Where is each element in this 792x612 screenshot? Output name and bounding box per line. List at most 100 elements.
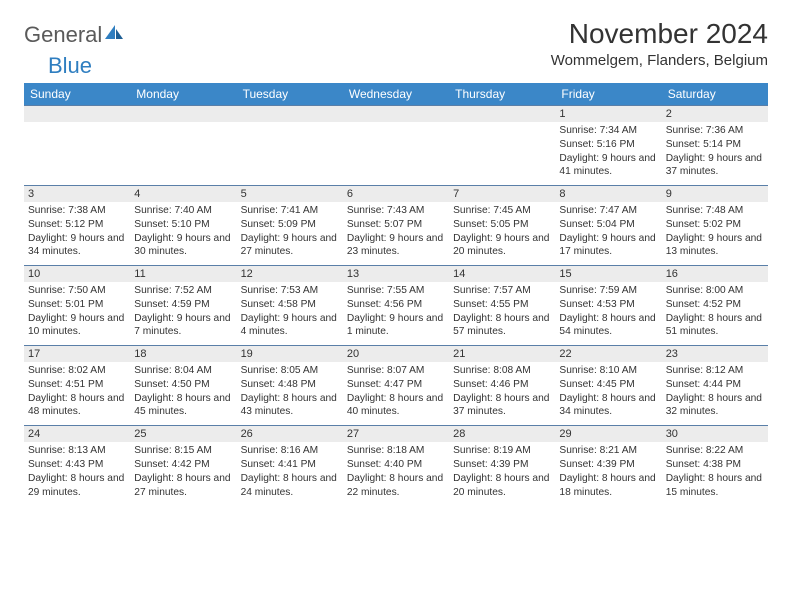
- day-cell: 12Sunrise: 7:53 AMSunset: 4:58 PMDayligh…: [237, 266, 343, 346]
- daylight-text: Daylight: 9 hours and 4 minutes.: [241, 312, 339, 340]
- sunrise-text: Sunrise: 7:40 AM: [134, 204, 232, 218]
- daylight-text: Daylight: 9 hours and 23 minutes.: [347, 232, 445, 260]
- day-cell: 16Sunrise: 8:00 AMSunset: 4:52 PMDayligh…: [662, 266, 768, 346]
- day-header: Friday: [555, 83, 661, 106]
- sunrise-text: Sunrise: 8:12 AM: [666, 364, 764, 378]
- day-cell: 19Sunrise: 8:05 AMSunset: 4:48 PMDayligh…: [237, 346, 343, 426]
- daylight-text: Daylight: 9 hours and 27 minutes.: [241, 232, 339, 260]
- day-number: 11: [130, 266, 236, 282]
- day-number: [237, 106, 343, 122]
- day-info: Sunrise: 8:15 AMSunset: 4:42 PMDaylight:…: [130, 442, 236, 505]
- sunrise-text: Sunrise: 7:53 AM: [241, 284, 339, 298]
- day-info: Sunrise: 7:47 AMSunset: 5:04 PMDaylight:…: [555, 202, 661, 265]
- day-header: Saturday: [662, 83, 768, 106]
- daylight-text: Daylight: 9 hours and 41 minutes.: [559, 152, 657, 180]
- week-row: 10Sunrise: 7:50 AMSunset: 5:01 PMDayligh…: [24, 266, 768, 346]
- day-info: Sunrise: 8:13 AMSunset: 4:43 PMDaylight:…: [24, 442, 130, 505]
- sunrise-text: Sunrise: 8:15 AM: [134, 444, 232, 458]
- day-cell: [343, 106, 449, 186]
- day-cell: 13Sunrise: 7:55 AMSunset: 4:56 PMDayligh…: [343, 266, 449, 346]
- daylight-text: Daylight: 8 hours and 29 minutes.: [28, 472, 126, 500]
- sunrise-text: Sunrise: 7:59 AM: [559, 284, 657, 298]
- day-number: 24: [24, 426, 130, 442]
- day-cell: 18Sunrise: 8:04 AMSunset: 4:50 PMDayligh…: [130, 346, 236, 426]
- sunset-text: Sunset: 5:01 PM: [28, 298, 126, 312]
- day-cell: 10Sunrise: 7:50 AMSunset: 5:01 PMDayligh…: [24, 266, 130, 346]
- sunrise-text: Sunrise: 8:10 AM: [559, 364, 657, 378]
- sunset-text: Sunset: 4:39 PM: [453, 458, 551, 472]
- day-info: Sunrise: 8:05 AMSunset: 4:48 PMDaylight:…: [237, 362, 343, 425]
- sunset-text: Sunset: 5:10 PM: [134, 218, 232, 232]
- day-info: Sunrise: 7:50 AMSunset: 5:01 PMDaylight:…: [24, 282, 130, 345]
- day-cell: 23Sunrise: 8:12 AMSunset: 4:44 PMDayligh…: [662, 346, 768, 426]
- sunrise-text: Sunrise: 8:13 AM: [28, 444, 126, 458]
- day-info: Sunrise: 8:21 AMSunset: 4:39 PMDaylight:…: [555, 442, 661, 505]
- day-info: [343, 122, 449, 185]
- day-number: 29: [555, 426, 661, 442]
- day-cell: 27Sunrise: 8:18 AMSunset: 4:40 PMDayligh…: [343, 426, 449, 506]
- sunset-text: Sunset: 5:02 PM: [666, 218, 764, 232]
- day-number: 17: [24, 346, 130, 362]
- sunset-text: Sunset: 4:38 PM: [666, 458, 764, 472]
- day-number: 30: [662, 426, 768, 442]
- day-number: 13: [343, 266, 449, 282]
- day-header: Tuesday: [237, 83, 343, 106]
- day-info: Sunrise: 7:34 AMSunset: 5:16 PMDaylight:…: [555, 122, 661, 185]
- sunset-text: Sunset: 5:12 PM: [28, 218, 126, 232]
- day-cell: [237, 106, 343, 186]
- sunset-text: Sunset: 4:58 PM: [241, 298, 339, 312]
- day-number: 19: [237, 346, 343, 362]
- daylight-text: Daylight: 9 hours and 37 minutes.: [666, 152, 764, 180]
- daylight-text: Daylight: 8 hours and 51 minutes.: [666, 312, 764, 340]
- day-info: Sunrise: 8:04 AMSunset: 4:50 PMDaylight:…: [130, 362, 236, 425]
- day-number: 27: [343, 426, 449, 442]
- day-header-row: Sunday Monday Tuesday Wednesday Thursday…: [24, 83, 768, 106]
- week-row: 1Sunrise: 7:34 AMSunset: 5:16 PMDaylight…: [24, 106, 768, 186]
- day-number: [343, 106, 449, 122]
- sunrise-text: Sunrise: 8:00 AM: [666, 284, 764, 298]
- day-cell: 15Sunrise: 7:59 AMSunset: 4:53 PMDayligh…: [555, 266, 661, 346]
- day-info: Sunrise: 7:38 AMSunset: 5:12 PMDaylight:…: [24, 202, 130, 265]
- daylight-text: Daylight: 8 hours and 45 minutes.: [134, 392, 232, 420]
- day-info: Sunrise: 7:55 AMSunset: 4:56 PMDaylight:…: [343, 282, 449, 345]
- day-info: Sunrise: 8:08 AMSunset: 4:46 PMDaylight:…: [449, 362, 555, 425]
- sunset-text: Sunset: 4:55 PM: [453, 298, 551, 312]
- day-info: [24, 122, 130, 185]
- sunrise-text: Sunrise: 8:08 AM: [453, 364, 551, 378]
- daylight-text: Daylight: 8 hours and 18 minutes.: [559, 472, 657, 500]
- daylight-text: Daylight: 9 hours and 10 minutes.: [28, 312, 126, 340]
- sunrise-text: Sunrise: 7:52 AM: [134, 284, 232, 298]
- sunset-text: Sunset: 5:14 PM: [666, 138, 764, 152]
- sunrise-text: Sunrise: 7:43 AM: [347, 204, 445, 218]
- logo: General: [24, 24, 125, 46]
- day-info: [130, 122, 236, 185]
- day-cell: 25Sunrise: 8:15 AMSunset: 4:42 PMDayligh…: [130, 426, 236, 506]
- day-number: 22: [555, 346, 661, 362]
- day-info: Sunrise: 7:40 AMSunset: 5:10 PMDaylight:…: [130, 202, 236, 265]
- day-cell: [24, 106, 130, 186]
- sunrise-text: Sunrise: 7:50 AM: [28, 284, 126, 298]
- sunrise-text: Sunrise: 7:38 AM: [28, 204, 126, 218]
- sunset-text: Sunset: 4:39 PM: [559, 458, 657, 472]
- sunrise-text: Sunrise: 8:19 AM: [453, 444, 551, 458]
- day-cell: 30Sunrise: 8:22 AMSunset: 4:38 PMDayligh…: [662, 426, 768, 506]
- sunset-text: Sunset: 5:16 PM: [559, 138, 657, 152]
- day-cell: 1Sunrise: 7:34 AMSunset: 5:16 PMDaylight…: [555, 106, 661, 186]
- sunset-text: Sunset: 4:47 PM: [347, 378, 445, 392]
- daylight-text: Daylight: 8 hours and 48 minutes.: [28, 392, 126, 420]
- day-info: [449, 122, 555, 185]
- title-block: November 2024 Wommelgem, Flanders, Belgi…: [551, 18, 768, 69]
- day-number: 23: [662, 346, 768, 362]
- daylight-text: Daylight: 9 hours and 13 minutes.: [666, 232, 764, 260]
- day-info: Sunrise: 8:18 AMSunset: 4:40 PMDaylight:…: [343, 442, 449, 505]
- sunset-text: Sunset: 4:44 PM: [666, 378, 764, 392]
- sunrise-text: Sunrise: 7:48 AM: [666, 204, 764, 218]
- day-number: 25: [130, 426, 236, 442]
- day-cell: 2Sunrise: 7:36 AMSunset: 5:14 PMDaylight…: [662, 106, 768, 186]
- daylight-text: Daylight: 8 hours and 20 minutes.: [453, 472, 551, 500]
- day-info: Sunrise: 8:00 AMSunset: 4:52 PMDaylight:…: [662, 282, 768, 345]
- day-info: Sunrise: 7:59 AMSunset: 4:53 PMDaylight:…: [555, 282, 661, 345]
- sunset-text: Sunset: 4:51 PM: [28, 378, 126, 392]
- sunrise-text: Sunrise: 7:57 AM: [453, 284, 551, 298]
- sunrise-text: Sunrise: 8:16 AM: [241, 444, 339, 458]
